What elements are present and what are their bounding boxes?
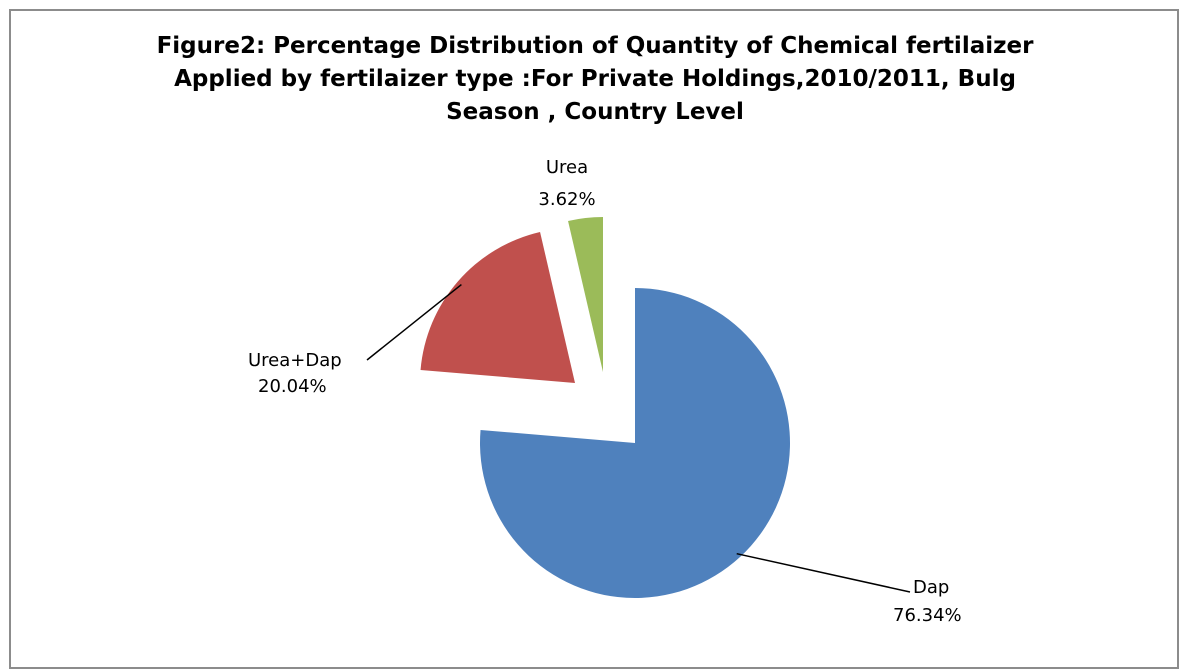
leader-line-dap bbox=[737, 554, 910, 592]
slice-label-dap: Dap bbox=[913, 577, 949, 598]
slice-value-urea: 3.62% bbox=[538, 189, 595, 210]
slice-label-urea: Urea bbox=[546, 157, 588, 178]
slice-value-dap: 76.34% bbox=[893, 605, 962, 626]
pie-slice-urea-dap bbox=[421, 232, 575, 383]
pie-slice-urea bbox=[568, 217, 603, 372]
slice-label-urea-dap: Urea+Dap bbox=[248, 350, 342, 371]
slice-value-urea-dap: 20.04% bbox=[258, 376, 327, 397]
